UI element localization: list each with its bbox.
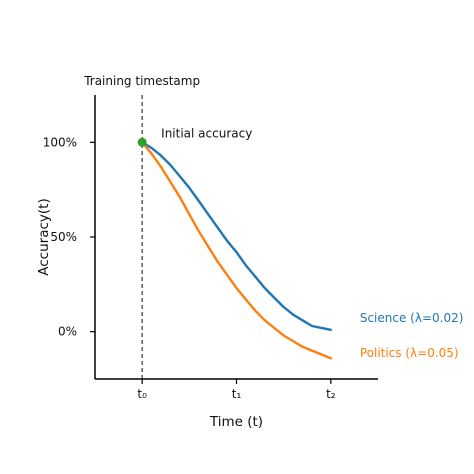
x-tick-label: t₀ (137, 387, 147, 401)
series-layer (140, 141, 332, 360)
x-tick-label: t₂ (326, 387, 336, 401)
series-labels: Science (λ=0.02) Politics (λ=0.05) (360, 311, 464, 360)
training-timestamp-label: Training timestamp (83, 74, 200, 88)
y-axis-label: Accuracy(t) (36, 198, 52, 275)
series-label: Science (λ=0.02) (360, 311, 464, 325)
initial-accuracy-point (137, 137, 147, 147)
y-tick-label: 100% (43, 135, 77, 149)
series-line (140, 141, 332, 360)
x-axis-label: Time (t) (209, 414, 263, 430)
y-tick-label: 50% (50, 230, 77, 244)
y-tick-label: 0% (58, 325, 77, 339)
x-tick-label: t₁ (232, 387, 242, 401)
initial-accuracy-label: Initial accuracy (161, 126, 252, 140)
series-label: Politics (λ=0.05) (360, 346, 459, 360)
series-line (140, 141, 332, 331)
axis-ticks: t₀ t₁ t₂ 100% 50% 0% (43, 135, 336, 401)
